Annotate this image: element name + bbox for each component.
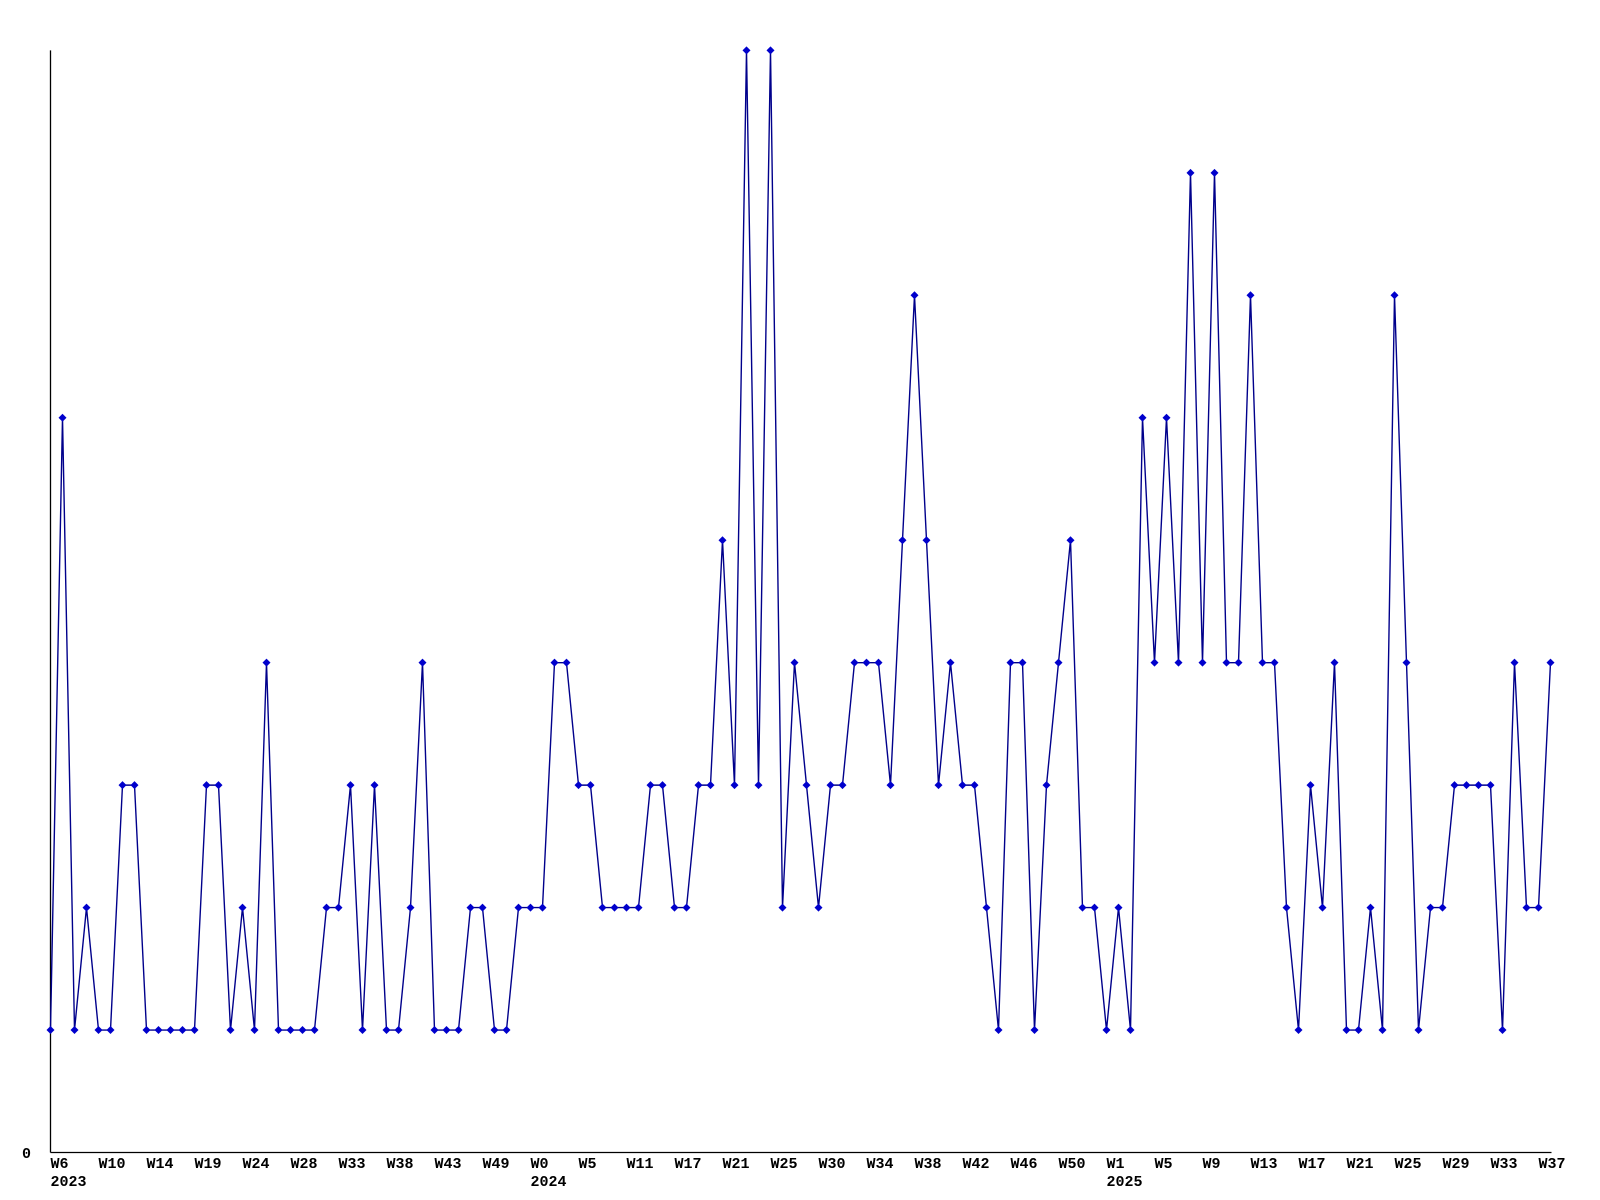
svg-text:2024: 2024 <box>531 1174 567 1191</box>
svg-text:W21: W21 <box>1347 1156 1374 1173</box>
svg-text:W30: W30 <box>819 1156 846 1173</box>
svg-text:W5: W5 <box>1155 1156 1173 1173</box>
svg-text:W46: W46 <box>1011 1156 1038 1173</box>
svg-text:W13: W13 <box>1251 1156 1278 1173</box>
svg-text:W11: W11 <box>627 1156 654 1173</box>
svg-text:W5: W5 <box>579 1156 597 1173</box>
svg-text:W0: W0 <box>531 1156 549 1173</box>
svg-text:W38: W38 <box>387 1156 414 1173</box>
svg-text:W25: W25 <box>771 1156 798 1173</box>
svg-text:W33: W33 <box>1491 1156 1518 1173</box>
svg-text:W43: W43 <box>435 1156 462 1173</box>
svg-text:0: 0 <box>22 1146 31 1163</box>
svg-text:W34: W34 <box>867 1156 894 1173</box>
svg-text:W14: W14 <box>147 1156 174 1173</box>
svg-text:W21: W21 <box>723 1156 750 1173</box>
svg-text:W24: W24 <box>243 1156 270 1173</box>
svg-text:W19: W19 <box>195 1156 222 1173</box>
svg-text:W9: W9 <box>1203 1156 1221 1173</box>
svg-text:W42: W42 <box>963 1156 990 1173</box>
svg-text:W38: W38 <box>915 1156 942 1173</box>
svg-text:W29: W29 <box>1443 1156 1470 1173</box>
svg-text:W28: W28 <box>291 1156 318 1173</box>
svg-text:2023: 2023 <box>51 1174 87 1191</box>
svg-text:W17: W17 <box>1299 1156 1326 1173</box>
svg-text:W10: W10 <box>99 1156 126 1173</box>
svg-text:2025: 2025 <box>1107 1174 1143 1191</box>
svg-text:W6: W6 <box>51 1156 69 1173</box>
svg-text:W25: W25 <box>1395 1156 1422 1173</box>
svg-text:W50: W50 <box>1059 1156 1086 1173</box>
svg-text:W49: W49 <box>483 1156 510 1173</box>
svg-text:W1: W1 <box>1107 1156 1125 1173</box>
svg-text:W37: W37 <box>1539 1156 1566 1173</box>
svg-text:W17: W17 <box>675 1156 702 1173</box>
svg-text:W33: W33 <box>339 1156 366 1173</box>
